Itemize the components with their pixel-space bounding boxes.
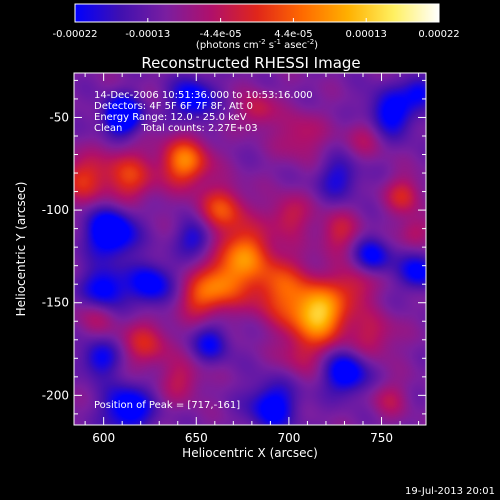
- x-tick-label: 650: [185, 431, 208, 445]
- info-line-counts: Clean Total counts: 2.27E+03: [94, 123, 258, 134]
- plot-title: Reconstructed RHESSI Image: [141, 54, 360, 72]
- colorbar-ticks: -0.00022 -0.00013 -4.4e-05 4.4e-05 0.00013 0.…: [53, 18, 460, 40]
- x-tick-label: 750: [370, 431, 393, 445]
- colorbar-strip: [74, 3, 440, 23]
- peak-position-label: Position of Peak = [717,-161]: [94, 400, 240, 411]
- heatmap: 600 650 700 750 -50 -100 -150 -200: [42, 72, 427, 445]
- x-tick-label: 700: [277, 431, 300, 445]
- info-line-detectors: Detectors: 4F 5F 6F 7F 8F, Att 0: [94, 101, 253, 112]
- y-tick-label: -50: [49, 110, 69, 124]
- heatmap-canvas: [74, 73, 426, 425]
- colorbar-units-label: (photons cm-2 s-1 asec-2): [196, 38, 318, 51]
- info-overlay: 14-Dec-2006 10:51:36.000 to 10:53:16.000…: [94, 90, 313, 411]
- footer-timestamp: 19-Jul-2013 20:01: [405, 486, 495, 497]
- colorbar-tick-label: 0.00013: [346, 29, 387, 40]
- colorbar-tick-label: -4.4e-05: [200, 29, 242, 40]
- y-tick-label: -150: [42, 296, 69, 310]
- x-tick-label: 600: [92, 431, 115, 445]
- plot-frame: [73, 72, 427, 426]
- colorbar-tick-label: -0.00022: [53, 29, 98, 40]
- colorbar-tick-label: -0.00013: [125, 29, 170, 40]
- x-axis-label: Heliocentric X (arcsec): [182, 446, 318, 460]
- colorbar: -0.00022 -0.00013 -4.4e-05 4.4e-05 0.00013 0.…: [53, 3, 460, 51]
- y-tick-label: -100: [42, 203, 69, 217]
- info-line-time: 14-Dec-2006 10:51:36.000 to 10:53:16.000: [94, 90, 313, 101]
- info-line-energy: Energy Range: 12.0 - 25.0 keV: [94, 112, 247, 123]
- colorbar-tick-label: 0.00022: [418, 29, 459, 40]
- y-tick-label: -200: [42, 388, 69, 402]
- y-axis-label: Heliocentric Y (arcsec): [14, 182, 28, 317]
- heatmap-image-container: [74, 73, 426, 425]
- colorbar-tick-label: 4.4e-05: [274, 29, 312, 40]
- axis-ticks: 600 650 700 750 -50 -100 -150 -200: [42, 73, 426, 445]
